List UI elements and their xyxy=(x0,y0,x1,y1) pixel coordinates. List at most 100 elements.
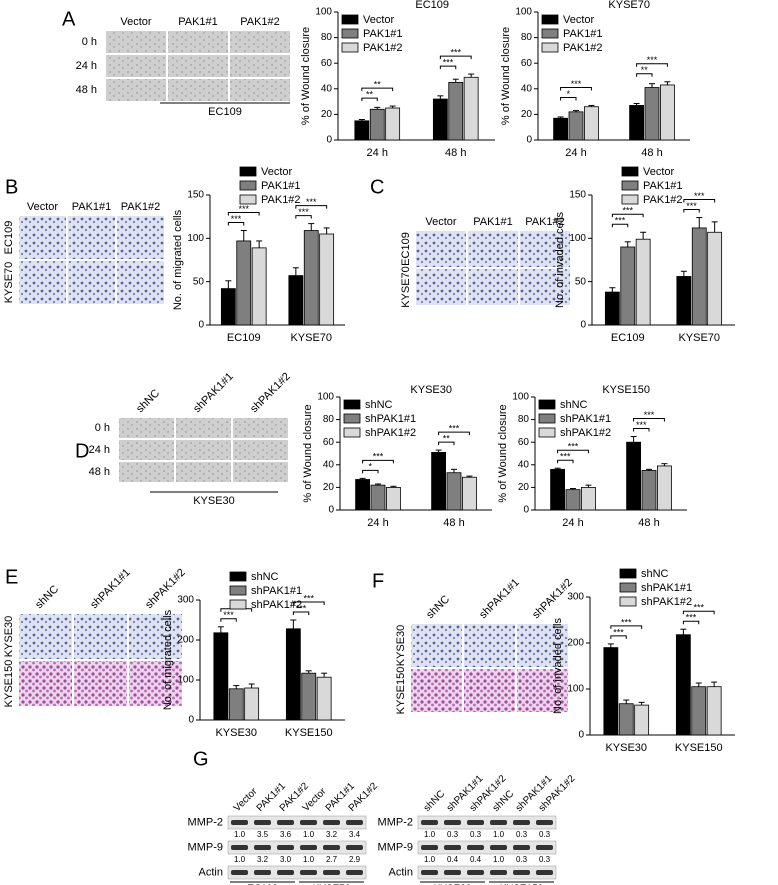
blot-band xyxy=(231,820,248,825)
column-label: PAK1#1 xyxy=(72,201,112,213)
micrograph xyxy=(464,669,515,712)
y-axis-label: % of Wound closure xyxy=(497,404,509,502)
significance-label: *** xyxy=(560,452,571,462)
bar xyxy=(553,117,568,141)
bar xyxy=(385,486,401,511)
blot-band xyxy=(513,820,530,825)
legend-label: shNC xyxy=(365,399,393,411)
row-label: KYSE150 xyxy=(395,667,407,715)
band-quant: 3.4 xyxy=(349,830,361,839)
y-tick-label: 100 xyxy=(317,392,334,403)
significance-label: *** xyxy=(306,197,317,207)
y-axis-label: No. of migrated cells xyxy=(172,209,184,310)
row-label: EC109 xyxy=(400,232,412,266)
legend-label: PAK1#1 xyxy=(261,180,301,192)
image-caption: EC109 xyxy=(208,106,242,118)
y-tick-label: 20 xyxy=(521,109,533,120)
significance-label: ** xyxy=(374,79,382,89)
significance-bracket xyxy=(683,199,716,203)
significance-bracket xyxy=(560,96,577,101)
significance-label: *** xyxy=(238,204,249,214)
bar xyxy=(707,231,723,326)
row-label: KYSE30 xyxy=(395,625,407,667)
blot-band xyxy=(513,845,530,850)
panel-label: A xyxy=(62,8,76,30)
significance-label: *** xyxy=(636,420,647,430)
legend-swatch xyxy=(341,42,359,53)
legend-swatch xyxy=(541,42,559,53)
bar xyxy=(319,233,335,326)
bar xyxy=(369,108,385,141)
x-tick-label: 48 h xyxy=(638,517,659,529)
bar xyxy=(251,247,267,326)
blot-row-label: Actin xyxy=(389,866,413,878)
significance-bracket xyxy=(220,618,237,622)
micrograph xyxy=(230,31,290,53)
y-tick-label: 100 xyxy=(569,233,586,244)
micrograph xyxy=(517,624,568,667)
micrograph xyxy=(68,216,115,259)
significance-label: *** xyxy=(373,452,384,462)
blot-band xyxy=(277,870,294,875)
blot-band xyxy=(300,820,317,825)
significance-bracket xyxy=(362,459,394,464)
y-tick-label: 0 xyxy=(328,505,334,516)
bar xyxy=(370,484,386,511)
panel-label: E xyxy=(5,566,18,588)
column-label: shPAK1#1 xyxy=(191,371,236,416)
lane-label: shNC xyxy=(422,789,447,814)
micrograph xyxy=(117,261,164,304)
chart-title: EC109 xyxy=(415,0,449,11)
blot-band xyxy=(467,820,484,825)
legend-label: PAK1#1 xyxy=(643,180,683,192)
micrograph xyxy=(168,79,228,101)
legend-swatch xyxy=(239,194,257,205)
column-label: Vector xyxy=(120,16,152,28)
y-tick-label: 20 xyxy=(321,109,333,120)
legend-swatch xyxy=(229,571,247,582)
significance-label: *** xyxy=(443,57,454,67)
significance-label: *** xyxy=(621,617,632,627)
legend-swatch xyxy=(541,28,559,39)
significance-bracket xyxy=(295,215,312,219)
legend-swatch xyxy=(621,180,639,191)
chart-title: KYSE30 xyxy=(410,384,452,396)
group-label: KYSE70 xyxy=(313,884,351,885)
bar xyxy=(584,106,599,141)
band-quant: 1.0 xyxy=(303,830,315,839)
x-tick-label: 24 h xyxy=(367,517,388,529)
column-label: shPAK1#1 xyxy=(88,567,133,612)
bar xyxy=(385,107,401,141)
significance-bracket xyxy=(557,459,574,464)
bar xyxy=(355,479,371,511)
significance-bracket xyxy=(439,55,472,60)
significance-bracket xyxy=(633,418,665,422)
y-axis-label: No. of invaded cells xyxy=(554,212,566,308)
panel-label: F xyxy=(372,570,384,592)
y-tick-label: 0 xyxy=(526,135,532,146)
micrograph xyxy=(129,614,182,659)
legend-label: shPAK1#2 xyxy=(641,596,692,608)
bar xyxy=(675,634,691,736)
y-tick-label: 60 xyxy=(518,437,530,448)
blot-row-label: MMP-9 xyxy=(188,841,223,853)
micrograph xyxy=(106,79,166,101)
column-label: shPAK1#2 xyxy=(248,371,293,416)
legend-swatch xyxy=(538,413,556,424)
legend-swatch xyxy=(341,14,359,25)
band-quant: 0.3 xyxy=(539,830,551,839)
y-tick-label: 200 xyxy=(567,638,584,649)
legend-label: shNC xyxy=(251,571,279,583)
bar xyxy=(641,470,657,511)
micrograph xyxy=(411,624,462,667)
x-tick-label: KYSE70 xyxy=(290,332,332,344)
y-tick-label: 300 xyxy=(567,592,584,603)
blot-strip xyxy=(227,865,367,880)
legend-label: PAK1#1 xyxy=(563,28,603,40)
y-tick-label: 200 xyxy=(177,635,194,646)
y-tick-label: 50 xyxy=(193,276,205,287)
band-quant: 1.0 xyxy=(234,830,246,839)
significance-bracket xyxy=(560,86,592,91)
group-label: EC109 xyxy=(247,884,278,885)
